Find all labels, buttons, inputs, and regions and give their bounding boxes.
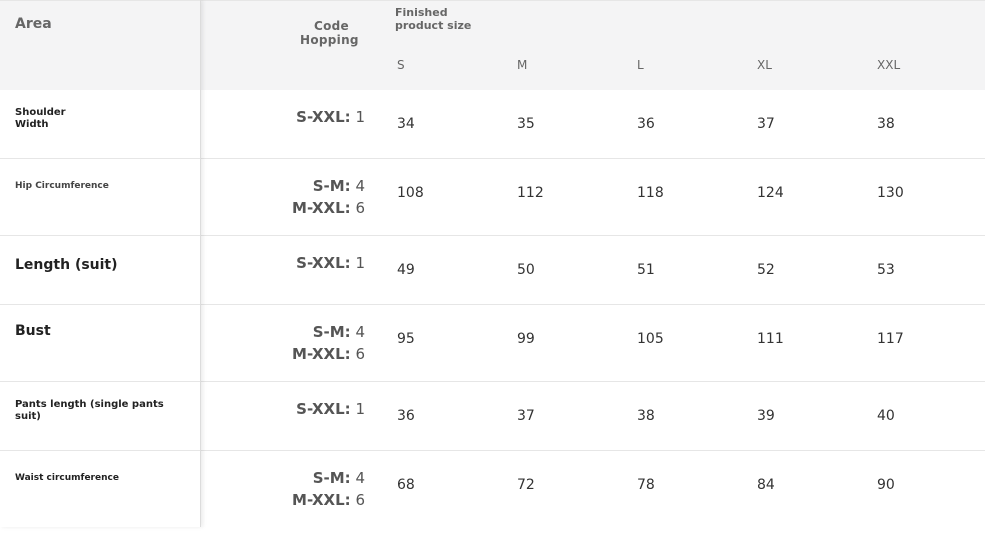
code-hopping-cell: S-XXL: 1 xyxy=(220,398,365,420)
area-label: Waist circumference xyxy=(15,473,119,483)
value-cell: 99 xyxy=(517,331,535,347)
code-hopping-cell: S-M: 4 M-XXL: 6 xyxy=(220,321,365,365)
finished-line1: Finished xyxy=(395,6,448,19)
size-header-s: S xyxy=(397,58,405,72)
code-hopping-line2: Hopping xyxy=(300,33,359,47)
value-cell: 34 xyxy=(397,116,415,132)
hop-value: 4 xyxy=(355,469,365,487)
hop-value: 6 xyxy=(355,199,365,217)
hop-range: M-XXL: xyxy=(292,345,351,363)
value-cell: 36 xyxy=(637,116,655,132)
value-cell: 90 xyxy=(877,477,895,493)
area-cell: Pants length (single pants suit) xyxy=(0,381,200,450)
row-divider xyxy=(201,381,985,382)
code-hopping-header: Code Hopping xyxy=(300,19,366,47)
code-hopping-cell: S-XXL: 1 xyxy=(220,252,365,274)
size-header-m: M xyxy=(517,58,528,72)
hop-value: 1 xyxy=(355,108,365,126)
hop-range: S-XXL: xyxy=(296,254,351,272)
size-header-l: L xyxy=(637,58,644,72)
finished-line2: product size xyxy=(395,19,472,32)
area-label: Shoulder Width xyxy=(15,107,66,131)
value-cell: 124 xyxy=(757,185,784,201)
area-cell: Waist circumference xyxy=(0,450,200,527)
value-cell: 95 xyxy=(397,331,415,347)
value-cell: 52 xyxy=(757,262,775,278)
value-cell: 111 xyxy=(757,331,784,347)
hop-range: S-M: xyxy=(312,177,351,195)
value-cell: 36 xyxy=(397,408,415,424)
area-label: Hip Circumference xyxy=(15,181,109,191)
hop-range: S-M: xyxy=(312,469,351,487)
area-cell: Length (suit) xyxy=(0,235,200,304)
value-cell: 51 xyxy=(637,262,655,278)
area-label-line: Pants length (single pants xyxy=(15,399,164,410)
code-hopping-cell: S-XXL: 1 xyxy=(220,106,365,128)
hop-value: 4 xyxy=(355,177,365,195)
value-cell: 35 xyxy=(517,116,535,132)
hop-value: 4 xyxy=(355,323,365,341)
hop-range: S-XXL: xyxy=(296,108,351,126)
area-cell: Shoulder Width xyxy=(0,90,200,158)
hop-value: 6 xyxy=(355,345,365,363)
area-label: Length (suit) xyxy=(15,257,118,273)
value-cell: 53 xyxy=(877,262,895,278)
value-cell: 118 xyxy=(637,185,664,201)
row-divider xyxy=(201,158,985,159)
value-cell: 50 xyxy=(517,262,535,278)
value-cell: 84 xyxy=(757,477,775,493)
area-header: Area xyxy=(15,16,52,32)
area-column: Area Shoulder Width Hip Circumference Le… xyxy=(0,0,201,527)
value-cell: 108 xyxy=(397,185,424,201)
value-cell: 40 xyxy=(877,408,895,424)
value-cell: 105 xyxy=(637,331,664,347)
hop-value: 1 xyxy=(355,400,365,418)
hop-range: M-XXL: xyxy=(292,491,351,509)
area-header-cell: Area xyxy=(0,0,200,90)
hop-range: M-XXL: xyxy=(292,199,351,217)
hop-value: 6 xyxy=(355,491,365,509)
value-cell: 37 xyxy=(517,408,535,424)
code-hopping-cell: S-M: 4 M-XXL: 6 xyxy=(220,467,365,511)
area-label-line: suit) xyxy=(15,411,41,422)
code-hopping-cell: S-M: 4 M-XXL: 6 xyxy=(220,175,365,219)
row-divider xyxy=(201,304,985,305)
row-divider xyxy=(201,235,985,236)
area-label: Pants length (single pants suit) xyxy=(15,399,164,423)
row-divider xyxy=(201,450,985,451)
area-label-line: Width xyxy=(15,119,49,130)
value-cell: 38 xyxy=(637,408,655,424)
value-cell: 38 xyxy=(877,116,895,132)
value-cell: 130 xyxy=(877,185,904,201)
size-header-xl: XL xyxy=(757,58,772,72)
code-hopping-line1: Code xyxy=(314,19,349,33)
hop-value: 1 xyxy=(355,254,365,272)
area-label-line: Shoulder xyxy=(15,107,66,118)
area-label: Bust xyxy=(15,323,51,339)
hop-range: S-M: xyxy=(312,323,351,341)
value-cell: 78 xyxy=(637,477,655,493)
area-cell: Bust xyxy=(0,304,200,381)
value-cell: 37 xyxy=(757,116,775,132)
value-cell: 49 xyxy=(397,262,415,278)
value-cell: 112 xyxy=(517,185,544,201)
value-cell: 117 xyxy=(877,331,904,347)
hop-range: S-XXL: xyxy=(296,400,351,418)
finished-size-header: Finished product size xyxy=(395,6,471,32)
area-cell: Hip Circumference xyxy=(0,158,200,235)
value-cell: 72 xyxy=(517,477,535,493)
value-cell: 68 xyxy=(397,477,415,493)
size-header-xxl: XXL xyxy=(877,58,901,72)
value-cell: 39 xyxy=(757,408,775,424)
